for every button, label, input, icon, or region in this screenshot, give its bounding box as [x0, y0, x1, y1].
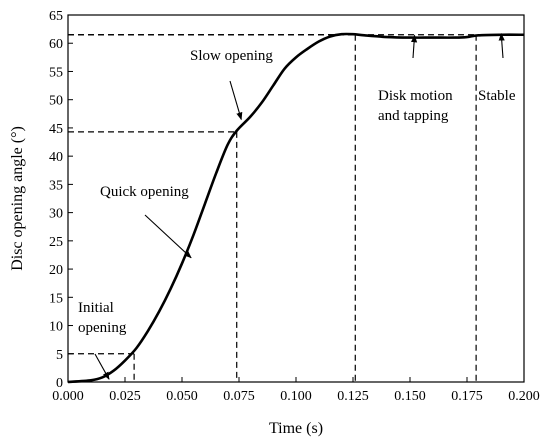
annotation-arrow: [229, 80, 243, 121]
annotation-arrow: [498, 32, 505, 59]
x-tick-label: 0.075: [223, 389, 255, 404]
y-axis-label: Disc opening angle (°): [9, 126, 26, 271]
annotation-label: and tapping: [378, 108, 449, 124]
y-tick-label: 25: [49, 235, 63, 250]
y-tick-label: 50: [49, 94, 63, 109]
y-tick-label: 0: [56, 376, 63, 391]
x-tick-label: 0.025: [109, 389, 141, 404]
annotations: Initial opening Quick opening Slow opening D…: [78, 32, 516, 380]
annotation-label: Stable: [478, 88, 516, 104]
x-tick-label: 0.150: [394, 389, 426, 404]
annotation-label: Disk motion: [378, 88, 453, 104]
y-tick-label: 10: [49, 320, 63, 335]
data-series: [67, 32, 525, 384]
series-line: [67, 32, 525, 384]
x-tick-label: 0.125: [337, 389, 369, 404]
x-tick-label: 0.000: [52, 389, 84, 404]
y-tick-label: 5: [56, 348, 63, 363]
x-tick-label: 0.200: [508, 389, 540, 404]
y-axis: 0 5 10 15 20 25 30 35 40 45 50 55 60 65: [49, 9, 73, 391]
x-tick-label: 0.050: [166, 389, 198, 404]
y-tick-label: 45: [49, 122, 63, 137]
y-tick-label: 35: [49, 178, 63, 193]
y-tick-label: 20: [49, 263, 63, 278]
y-tick-label: 60: [49, 37, 63, 52]
annotation-label: Initial: [78, 300, 114, 316]
annotation-arrow: [411, 34, 418, 59]
annotation-label: Slow opening: [190, 48, 273, 64]
annotation-arrow: [144, 214, 192, 259]
y-tick-label: 65: [49, 9, 63, 24]
x-tick-label: 0.100: [280, 389, 312, 404]
x-tick-label: 0.175: [451, 389, 483, 404]
x-axis: 0.000 0.025 0.050 0.075 0.100 0.125 0.150 0.175…: [52, 377, 540, 404]
annotation-label: opening: [78, 320, 127, 336]
y-tick-label: 55: [49, 65, 63, 80]
y-tick-label: 15: [49, 291, 63, 306]
annotation-label: Quick opening: [100, 184, 189, 200]
x-axis-label: Time (s): [269, 420, 323, 437]
y-tick-label: 40: [49, 150, 63, 165]
reference-lines: [68, 34, 477, 382]
y-tick-label: 30: [49, 207, 63, 222]
annotation-arrow: [94, 353, 110, 380]
